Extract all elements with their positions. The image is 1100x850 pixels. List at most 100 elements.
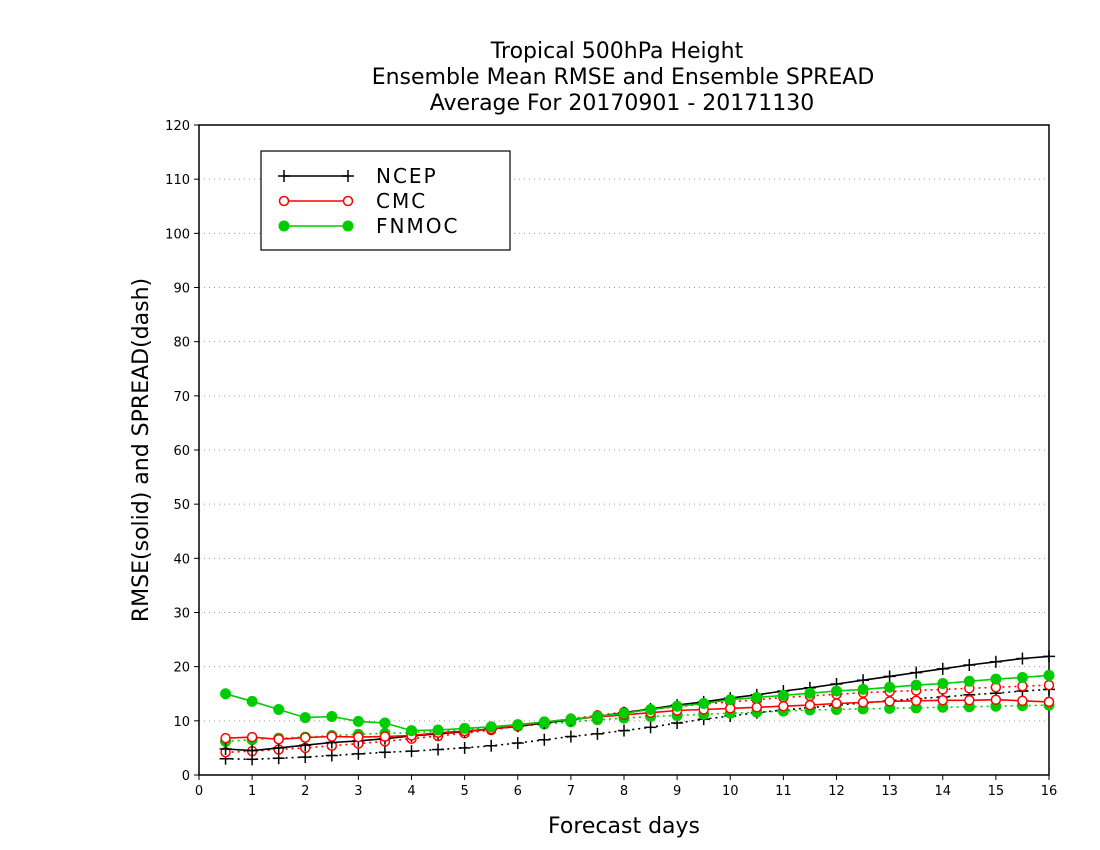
data-point-ncep-spread [511, 737, 524, 750]
data-point-ncep-rmse [963, 659, 976, 672]
legend-marker-ncep [342, 170, 354, 182]
x-axis-label: Forecast days [548, 814, 700, 839]
data-point-fnmoc-rmse [1043, 669, 1055, 681]
data-point-fnmoc-rmse [299, 712, 311, 724]
x-tick-label: 6 [514, 784, 522, 799]
data-point-fnmoc-rmse [326, 711, 338, 722]
data-point-fnmoc-rmse [618, 707, 630, 719]
data-point-cmc-rmse [964, 695, 975, 706]
data-point-fnmoc-rmse [246, 695, 258, 707]
series-line-fnmoc-rmse [225, 674, 1050, 732]
data-point-ncep-spread [618, 724, 630, 737]
legend-item-cmc: CMC [278, 189, 427, 213]
data-point-fnmoc-rmse [990, 673, 1002, 685]
legend-label-ncep: NCEP [376, 164, 438, 188]
data-point-ncep-spread [644, 721, 657, 734]
x-tick-label: 5 [460, 784, 468, 799]
data-point-ncep-spread [405, 745, 418, 758]
data-point-fnmoc-rmse [645, 703, 657, 715]
legend-item-ncep: NCEP [278, 164, 438, 188]
data-point-cmc-rmse [326, 731, 338, 742]
data-point-fnmoc-rmse [1016, 672, 1028, 683]
y-tick-label: 60 [173, 444, 190, 459]
gridlines [199, 178, 1049, 722]
data-point-cmc-rmse [857, 697, 869, 708]
series-fnmoc-spread [220, 699, 1055, 747]
x-tick-label: 16 [1041, 784, 1058, 799]
data-point-ncep-rmse [883, 670, 896, 683]
x-tick-label: 2 [301, 784, 309, 799]
y-tick-label: 50 [173, 498, 190, 513]
data-point-fnmoc-rmse [432, 724, 444, 736]
legend-label-cmc: CMC [376, 189, 427, 213]
x-tick-label: 9 [673, 784, 681, 799]
data-point-fnmoc-rmse [751, 692, 763, 704]
data-point-ncep-spread [538, 733, 551, 746]
x-tick-label: 7 [567, 784, 575, 799]
y-tick-label: 10 [173, 715, 190, 730]
x-tick-label: 3 [354, 784, 362, 799]
data-point-cmc-rmse [751, 702, 763, 713]
data-point-cmc-rmse [220, 732, 231, 744]
x-tick-label: 11 [775, 784, 792, 799]
data-point-ncep-spread [432, 743, 445, 756]
x-tick-label: 4 [407, 784, 415, 799]
data-point-ncep-rmse [219, 743, 232, 755]
data-point-fnmoc-rmse [777, 689, 789, 701]
y-tick-label: 40 [173, 552, 190, 567]
x-tick-label: 1 [248, 784, 256, 799]
data-point-cmc-rmse [246, 731, 258, 743]
y-tick-label: 30 [173, 607, 190, 622]
x-tick-label: 13 [881, 784, 898, 799]
data-point-cmc-rmse [300, 732, 311, 743]
x-tick-label: 15 [988, 784, 1005, 799]
y-tick-label: 90 [173, 282, 190, 297]
data-point-cmc-spread [1043, 679, 1055, 691]
data-point-fnmoc-rmse [831, 685, 842, 697]
legend-marker-cmc [278, 195, 290, 207]
data-point-cmc-rmse [910, 695, 922, 707]
x-tick-label: 14 [934, 784, 951, 799]
data-point-cmc-rmse [884, 696, 895, 707]
x-tick-label: 8 [620, 784, 628, 799]
series-fnmoc-rmse [220, 669, 1055, 737]
data-point-ncep-spread [352, 747, 365, 760]
y-tick-label: 0 [182, 769, 190, 784]
legend-marker-fnmoc [278, 220, 290, 232]
chart-title-line-1: Tropical 500hPa Height [490, 39, 744, 64]
data-point-fnmoc-rmse [459, 722, 471, 734]
data-point-cmc-rmse [937, 695, 948, 706]
y-tick-label: 110 [165, 173, 190, 188]
data-point-fnmoc-rmse [937, 677, 949, 689]
data-point-ncep-rmse [910, 666, 923, 679]
y-tick-label: 20 [173, 661, 190, 676]
x-tick-label: 10 [722, 784, 739, 799]
legend-marker-ncep [278, 170, 290, 182]
y-tick-label: 120 [165, 119, 190, 134]
data-point-ncep-spread [485, 739, 498, 752]
data-point-fnmoc-rmse [273, 703, 285, 715]
data-point-ncep-spread [564, 730, 577, 743]
series-ncep-spread [219, 683, 1055, 766]
data-point-ncep-rmse [246, 744, 259, 757]
data-point-fnmoc-rmse [406, 725, 417, 737]
data-point-fnmoc-rmse [857, 683, 869, 695]
data-point-cmc-rmse [778, 700, 789, 712]
data-point-fnmoc-rmse [485, 721, 497, 733]
data-point-cmc-rmse [353, 731, 364, 743]
legend-label-fnmoc: FNMOC [376, 214, 459, 238]
data-point-ncep-rmse [1043, 650, 1055, 663]
data-point-ncep-spread [591, 727, 604, 740]
data-point-fnmoc-rmse [220, 688, 232, 700]
x-tick-label: 12 [828, 784, 845, 799]
chart-title-line-3: Average For 20170901 - 20171130 [430, 91, 815, 116]
chart-title-line-2: Ensemble Mean RMSE and Ensemble SPREAD [372, 65, 875, 90]
data-point-cmc-rmse [1017, 695, 1028, 707]
data-point-ncep-rmse [936, 662, 949, 675]
data-point-ncep-rmse [1016, 652, 1029, 665]
data-point-cmc-spread [1017, 680, 1028, 692]
